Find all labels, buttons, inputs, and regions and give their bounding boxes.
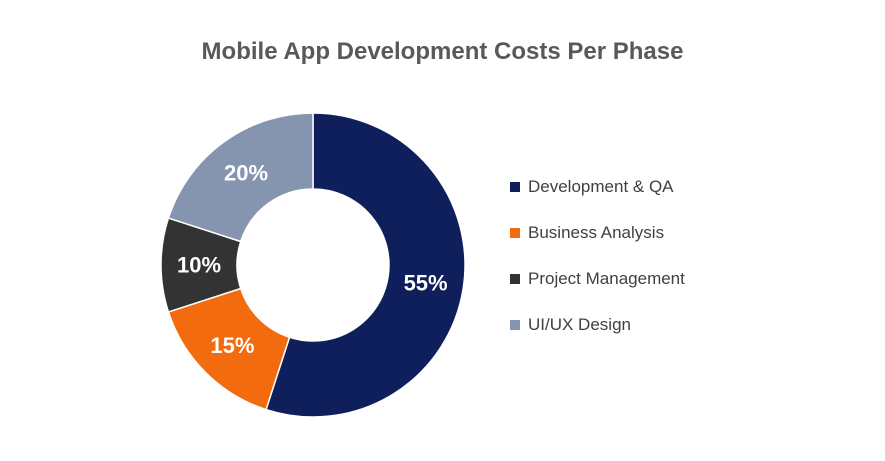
data-label-business-analysis: 15% xyxy=(210,333,254,358)
donut-slice-development-qa xyxy=(265,112,466,418)
legend-label: Project Management xyxy=(528,269,685,288)
legend-label: Business Analysis xyxy=(528,223,665,242)
legend-swatch xyxy=(510,274,520,284)
legend-swatch xyxy=(510,228,520,238)
chart-title: Mobile App Development Costs Per Phase xyxy=(201,38,684,65)
legend-item-project-management: Project Management xyxy=(510,268,685,290)
data-label-project-management: 10% xyxy=(177,253,221,278)
legend-item-ui-ux-design: UI/UX Design xyxy=(510,314,685,336)
donut-slice-ui-ux-design xyxy=(167,112,314,243)
chart-legend: Development & QA Business Analysis Proje… xyxy=(510,176,685,360)
legend-swatch xyxy=(510,320,520,330)
legend-label: Development & QA xyxy=(528,177,674,196)
legend-swatch xyxy=(510,182,520,192)
legend-label: UI/UX Design xyxy=(528,315,631,334)
legend-item-development-qa: Development & QA xyxy=(510,176,685,198)
data-label-development-qa: 55% xyxy=(404,270,448,295)
legend-item-business-analysis: Business Analysis xyxy=(510,222,685,244)
data-label-ui-ux-design: 20% xyxy=(224,160,268,185)
